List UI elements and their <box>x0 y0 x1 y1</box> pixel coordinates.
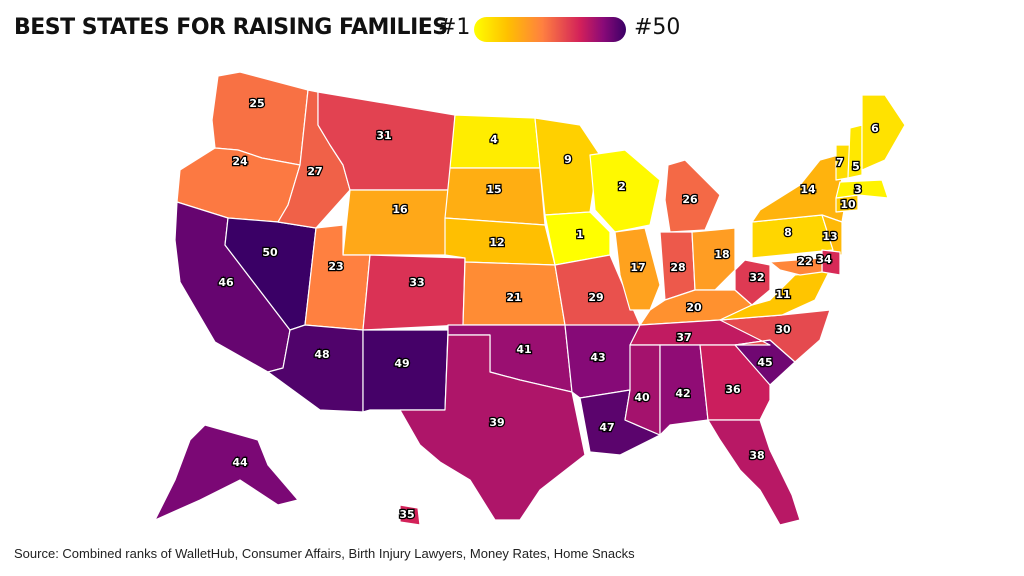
rank-label-ok: 41 <box>516 343 531 356</box>
state-ms <box>624 344 661 436</box>
rank-label-ar: 43 <box>590 351 605 364</box>
state-tx <box>399 334 586 521</box>
rank-label-md: 22 <box>797 255 812 268</box>
rank-label-ne: 12 <box>489 236 504 249</box>
rank-label-nv: 50 <box>262 246 278 259</box>
rank-label-hi: 35 <box>399 508 414 521</box>
rank-label-co: 33 <box>409 276 424 289</box>
rank-label-ny: 14 <box>800 183 816 196</box>
rank-label-nj: 13 <box>822 230 837 243</box>
rank-label-ms: 40 <box>634 391 650 404</box>
rank-label-or: 24 <box>232 155 248 168</box>
map-title: BEST STATES FOR RAISING FAMILIES <box>14 15 448 40</box>
rank-label-oh: 18 <box>714 248 729 261</box>
state-sd <box>444 167 546 226</box>
state-wy <box>342 189 451 256</box>
rank-label-id: 27 <box>307 165 322 178</box>
rank-label-in: 28 <box>670 261 685 274</box>
state-nc <box>719 309 831 363</box>
rank-label-tx: 39 <box>489 416 504 429</box>
rank-label-mt: 31 <box>376 129 391 142</box>
rank-label-tn: 37 <box>676 331 691 344</box>
rank-label-ak: 44 <box>232 456 248 469</box>
state-md <box>769 257 823 276</box>
rank-label-me: 6 <box>871 122 879 135</box>
state-nm <box>362 329 449 413</box>
state-ak <box>154 424 299 521</box>
state-rank-labels: 2524465027311623483349415122141399129434… <box>217 96 880 523</box>
rank-label-ky: 20 <box>686 301 702 314</box>
source-note: Source: Combined ranks of WalletHub, Con… <box>14 546 635 561</box>
rank-label-mo: 29 <box>588 291 603 304</box>
rank-label-mn: 9 <box>564 153 572 166</box>
state-hi <box>399 504 421 526</box>
rank-label-nc: 30 <box>775 323 791 336</box>
state-fl <box>707 419 801 526</box>
legend-min-label: #1 <box>438 15 471 40</box>
state-shapes <box>154 71 906 526</box>
state-wv <box>734 259 771 306</box>
state-me <box>861 94 906 171</box>
rank-label-va: 11 <box>775 288 790 301</box>
rank-label-wi: 2 <box>618 180 626 193</box>
rank-label-ma: 3 <box>854 183 862 196</box>
rank-label-wy: 16 <box>392 203 408 216</box>
rank-label-nd: 4 <box>490 133 498 146</box>
rank-label-la: 47 <box>599 421 614 434</box>
state-ia <box>544 211 611 266</box>
rank-label-vt: 7 <box>836 156 844 169</box>
state-ny <box>751 154 846 223</box>
legend-max-label: #50 <box>634 15 681 40</box>
rank-label-mi: 26 <box>682 193 698 206</box>
rank-label-fl: 38 <box>749 449 764 462</box>
rank-label-sd: 15 <box>486 183 501 196</box>
rank-label-az: 48 <box>314 348 329 361</box>
rank-label-ia: 1 <box>576 228 584 241</box>
rank-label-wv: 32 <box>749 271 764 284</box>
state-pa <box>751 214 834 259</box>
rank-label-ca: 46 <box>218 276 234 289</box>
state-ma <box>835 179 889 199</box>
legend-color-scale <box>474 17 626 42</box>
rank-label-al: 42 <box>675 387 690 400</box>
rank-label-ga: 36 <box>725 383 741 396</box>
state-va <box>719 269 831 321</box>
state-co <box>362 254 466 331</box>
rank-label-ct: 10 <box>840 198 856 211</box>
rank-label-sc: 45 <box>757 356 772 369</box>
rank-label-wa: 25 <box>249 97 264 110</box>
rank-label-ut: 23 <box>328 260 343 273</box>
state-mn <box>534 117 601 216</box>
rank-label-ks: 21 <box>506 291 521 304</box>
rank-label-pa: 8 <box>784 226 792 239</box>
state-mi <box>664 159 721 233</box>
state-nh <box>847 124 863 179</box>
rank-label-de: 34 <box>816 253 832 266</box>
rank-label-nm: 49 <box>394 357 409 370</box>
state-al <box>659 344 709 436</box>
rank-label-nh: 5 <box>852 160 860 173</box>
state-wi <box>589 149 661 233</box>
rank-label-il: 17 <box>630 261 645 274</box>
